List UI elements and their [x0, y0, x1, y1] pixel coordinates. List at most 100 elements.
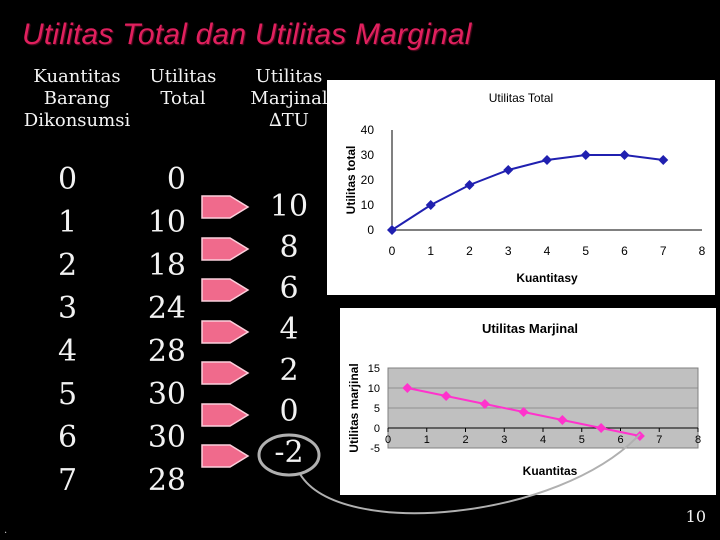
x-tick-label: 4: [544, 244, 551, 258]
y-tick-label: 10: [361, 198, 375, 212]
y-tick-label: 0: [374, 423, 380, 435]
total-utility-value: 30: [147, 420, 186, 455]
y-axis-label: Utilitas marjinal: [347, 363, 361, 452]
y-tick-label: 20: [361, 173, 375, 187]
total-utility-value: 0: [166, 162, 186, 197]
header-quantity-line1: Kuantitas: [33, 66, 121, 87]
quantity-value: 1: [58, 205, 78, 240]
y-tick-label: 30: [361, 148, 375, 162]
y-axis-label: Utilitas total: [344, 146, 358, 215]
x-tick-label: 5: [582, 244, 589, 258]
marginal-utility-column: 10 8 6 4 2 0 -2: [256, 186, 322, 473]
chart-title: Utilitas Total: [489, 91, 553, 105]
header-marginal-line1: Utilitas: [255, 66, 323, 87]
data-point: [542, 155, 552, 165]
x-tick-label: 0: [385, 434, 391, 446]
bottom-mark: .: [4, 525, 8, 536]
total-utility-value: 28: [147, 463, 186, 498]
difference-arrow: [201, 361, 250, 385]
quantity-column: 0 1 2 3 4 5 6 7: [58, 158, 88, 502]
total-utility-value: 24: [147, 291, 186, 326]
x-tick-label: 6: [617, 434, 623, 446]
x-tick-label: 1: [427, 244, 434, 258]
header-marginal-line3: ∆TU: [269, 110, 309, 131]
data-point: [387, 225, 397, 235]
difference-arrow: [201, 195, 250, 219]
data-point: [557, 415, 568, 425]
data-point: [658, 155, 669, 165]
x-tick-label: 0: [389, 244, 396, 258]
x-tick-label: 3: [505, 244, 512, 258]
marginal-utility-value: 0: [279, 394, 299, 429]
data-point: [619, 150, 630, 160]
x-axis-label: Kuantitas: [523, 464, 578, 478]
marginal-utility-chart-panel: Utilitas Marjinal -5 0 5 10 15 0 1 2 3 4 5 6 7 8 Kuanti…: [340, 308, 716, 495]
y-tick-label: 40: [361, 123, 375, 137]
x-tick-label: 7: [656, 434, 662, 446]
x-tick-label: 3: [501, 434, 507, 446]
y-tick-label: 5: [374, 403, 380, 415]
data-point: [580, 150, 591, 160]
quantity-value: 3: [58, 291, 78, 326]
x-tick-label: 8: [695, 434, 701, 446]
header-total-utility: Utilitas Total: [140, 66, 226, 110]
data-point: [402, 383, 413, 393]
y-tick-label: 10: [368, 383, 380, 395]
x-tick-label: 4: [540, 434, 546, 446]
header-quantity: Kuantitas Barang Dikonsumsi: [14, 66, 140, 132]
difference-arrow: [201, 278, 250, 302]
marginal-utility-value: 4: [279, 312, 299, 347]
marginal-utility-value: 10: [269, 189, 309, 224]
marginal-utility-chart: Utilitas Marjinal -5 0 5 10 15 0 1 2 3 4 5 6 7 8 Kuanti…: [347, 321, 701, 478]
header-quantity-line2: Barang: [43, 88, 111, 109]
chart-title: Utilitas Marjinal: [482, 321, 578, 336]
difference-arrow: [201, 236, 250, 261]
y-tick-label: 15: [368, 363, 380, 375]
total-utility-column: 0 10 18 24 28 30 30 28: [120, 158, 186, 502]
data-point: [596, 423, 607, 433]
total-utility-value: 30: [147, 377, 186, 412]
marginal-utility-value: 8: [279, 230, 299, 265]
marginal-utility-value: -2: [274, 435, 304, 470]
quantity-value: 2: [58, 248, 78, 283]
x-tick-label: 6: [621, 244, 628, 258]
data-point: [464, 180, 475, 190]
y-tick-label: -5: [370, 443, 380, 455]
x-tick-label: 5: [579, 434, 585, 446]
header-total-line1: Utilitas: [149, 66, 217, 87]
x-tick-label: 1: [424, 434, 430, 446]
difference-arrow: [201, 319, 250, 344]
total-utility-chart: Utilitas Total 0 10 20 30 40 0 1 2 3 4 5 6 7 8 Kuantita…: [344, 91, 706, 285]
quantity-value: 0: [58, 162, 78, 197]
quantity-value: 5: [58, 377, 78, 412]
data-point: [441, 391, 452, 401]
header-quantity-line3: Dikonsumsi: [23, 110, 131, 131]
marginal-utility-value: 6: [279, 271, 299, 306]
total-utility-value: 10: [147, 205, 186, 240]
data-point: [425, 200, 436, 210]
difference-arrow: [201, 444, 250, 468]
y-tick-label: 0: [367, 223, 374, 237]
x-axis-label: Kuantitasy: [516, 271, 578, 285]
header-total-line2: Total: [160, 88, 206, 109]
data-point: [503, 165, 514, 175]
data-point: [518, 407, 529, 417]
difference-arrow: [201, 402, 250, 427]
x-tick-label: 7: [660, 244, 667, 258]
x-tick-label: 8: [699, 244, 706, 258]
quantity-value: 6: [58, 420, 78, 455]
total-utility-chart-panel: Utilitas Total 0 10 20 30 40 0 1 2 3 4 5 6 7 8 Kuantita…: [327, 80, 715, 295]
page-number: 10: [685, 507, 706, 526]
series-line: [391, 154, 664, 231]
total-utility-value: 18: [147, 248, 186, 283]
total-utility-value: 28: [147, 334, 186, 369]
x-tick-label: 2: [466, 244, 473, 258]
data-point: [479, 399, 490, 409]
quantity-value: 4: [58, 334, 78, 369]
slide-title: Utilitas Total dan Utilitas Marginal: [22, 18, 472, 51]
x-tick-label: 2: [462, 434, 468, 446]
header-marginal-utility: Utilitas Marjinal ∆TU: [240, 66, 338, 132]
quantity-value: 7: [58, 463, 78, 498]
header-marginal-line2: Marjinal: [250, 88, 328, 109]
